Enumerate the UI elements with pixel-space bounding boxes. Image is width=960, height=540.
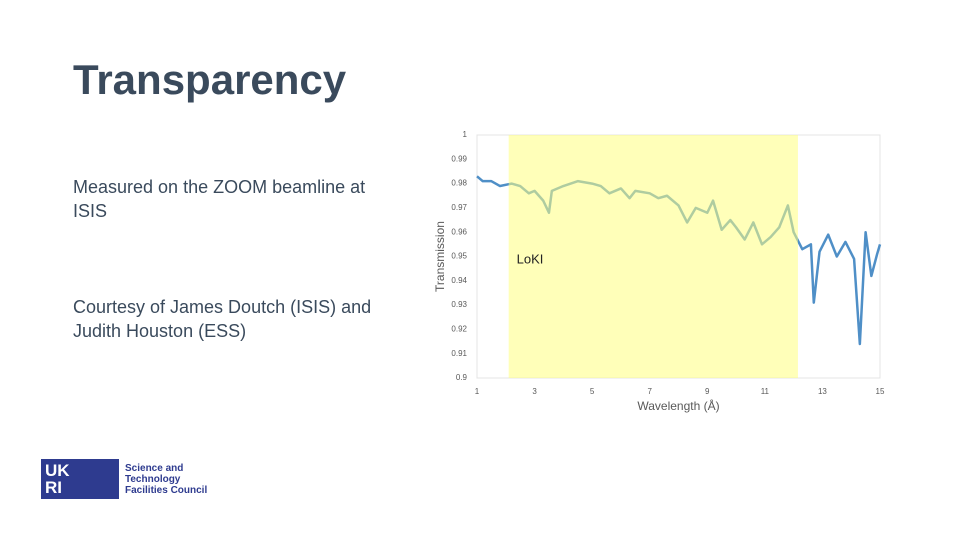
logo-text: Science and Technology Facilities Counci…: [125, 463, 207, 496]
logo-line: Facilities Council: [125, 485, 208, 496]
logo-line: Technology: [125, 474, 181, 485]
region-label: LoKI: [517, 251, 544, 266]
x-tick-label: 1: [475, 387, 480, 396]
shaded-region: [508, 135, 798, 378]
y-tick-label: 0.98: [451, 179, 467, 188]
y-tick-label: 0.95: [451, 252, 467, 261]
y-tick-label: 0.9: [456, 373, 468, 382]
x-tick-label: 7: [647, 387, 652, 396]
body-text: Courtesy of James Doutch (ISIS) and Judi…: [73, 297, 372, 341]
body-text: Measured on the ZOOM beamline at ISIS: [73, 177, 366, 221]
y-tick-label: 0.94: [451, 276, 467, 285]
y-tick-label: 0.96: [451, 227, 467, 236]
logo-line: Science and: [125, 463, 184, 474]
y-tick-label: 1: [463, 130, 468, 139]
x-tick-label: 11: [761, 387, 770, 396]
y-tick-label: 0.97: [451, 203, 467, 212]
slide-title: Transparency: [73, 56, 347, 103]
y-tick-label: 0.93: [451, 300, 467, 309]
x-tick-label: 15: [876, 387, 885, 396]
x-tick-label: 13: [818, 387, 827, 396]
x-tick-label: 9: [705, 387, 710, 396]
y-tick-label: 0.91: [451, 349, 467, 358]
x-tick-label: 3: [532, 387, 537, 396]
x-axis-label: Wavelength (Å): [637, 398, 719, 413]
y-tick-label: 0.92: [451, 325, 467, 334]
y-tick-label: 0.99: [451, 154, 467, 163]
logo-mark-text: RI: [45, 478, 62, 497]
y-axis-label: Transmission: [433, 221, 447, 292]
x-tick-label: 5: [590, 387, 595, 396]
logo-mark-text: UK: [45, 461, 70, 480]
logo-mark: UK RI: [41, 459, 119, 499]
